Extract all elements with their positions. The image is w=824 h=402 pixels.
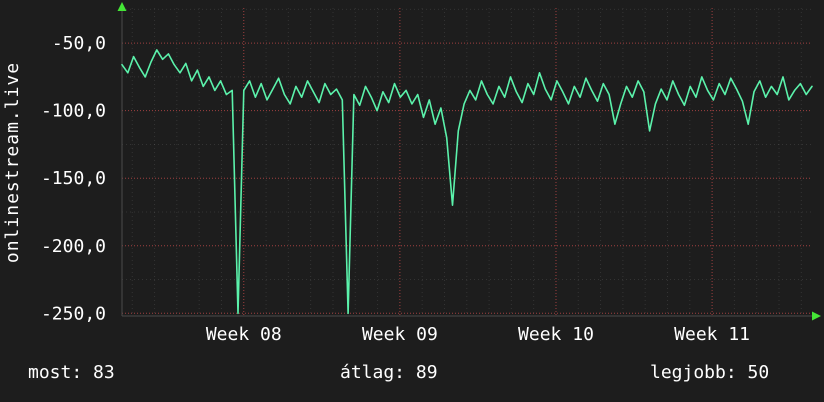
- y-tick-label: -100,0: [41, 101, 106, 122]
- y-tick-label: -250,0: [41, 303, 106, 324]
- stat-best: legjobb: 50: [650, 362, 770, 383]
- y-tick-label: -50,0: [52, 33, 106, 54]
- x-axis-arrow-icon: [812, 311, 821, 321]
- y-tick-label: -150,0: [41, 168, 106, 189]
- x-tick-label: Week 08: [206, 324, 282, 345]
- x-tick-label: Week 11: [674, 324, 750, 345]
- x-tick-label: Week 09: [362, 324, 438, 345]
- stat-average: átlag: 89: [340, 362, 438, 383]
- data-series-line: [121, 49, 813, 315]
- y-tick-label: -200,0: [41, 236, 106, 257]
- x-tick-label: Week 10: [518, 324, 594, 345]
- stat-most: most: 83: [28, 362, 115, 383]
- y-axis-arrow-icon: [117, 2, 127, 11]
